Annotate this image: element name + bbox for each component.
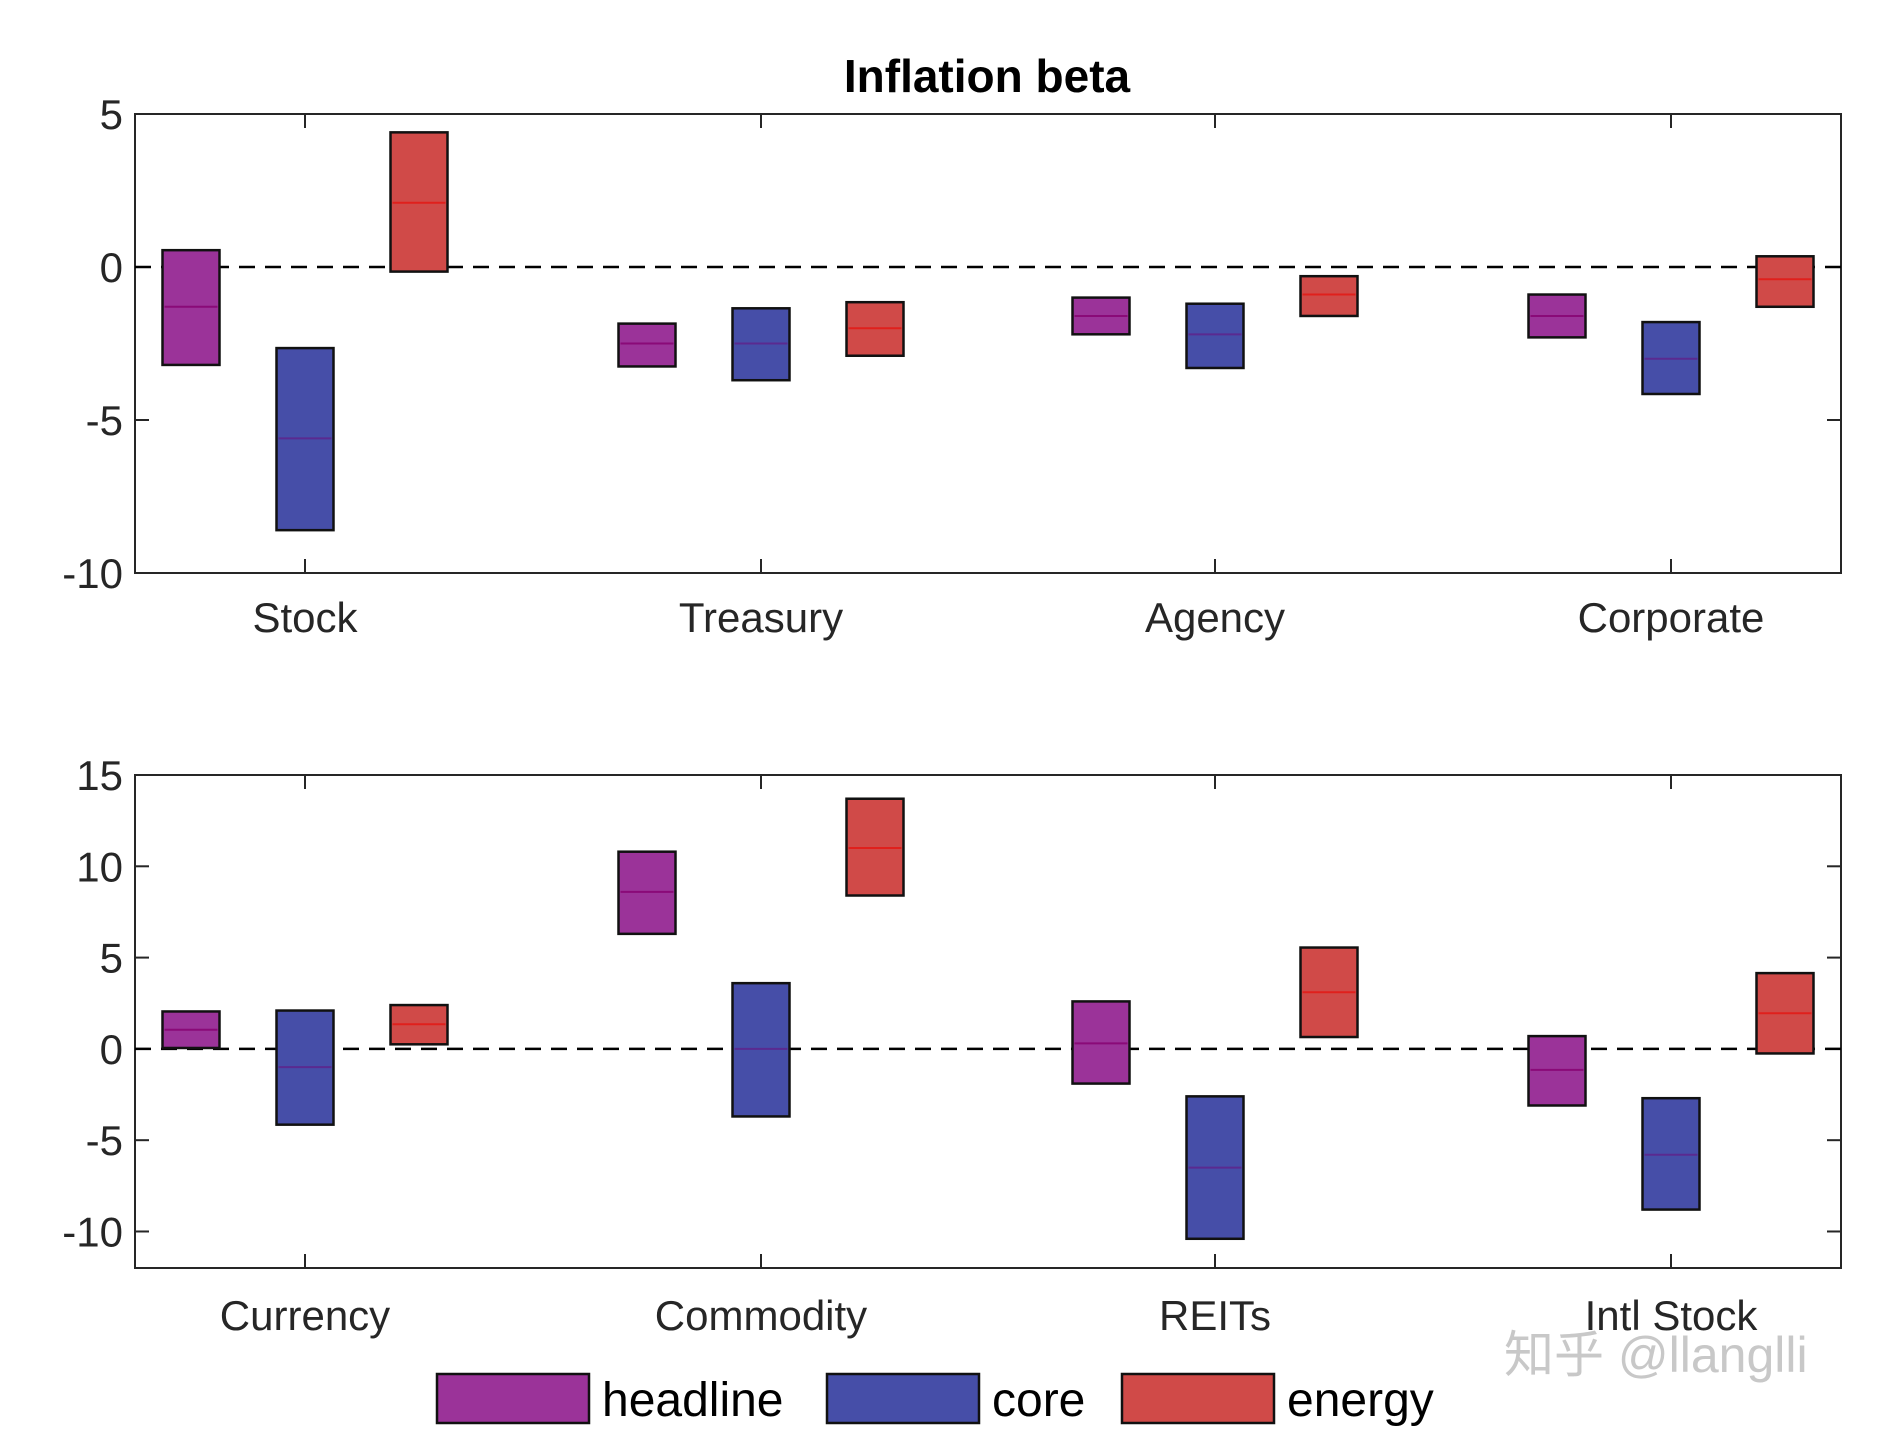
x-tick-label: Corporate: [1578, 594, 1765, 641]
core-bar: [1185, 302, 1245, 370]
watermark: 知乎 @llanglli: [1504, 1327, 1808, 1383]
panel-1: -10 -5 0 5 Stock Treasury Agency Corporate: [62, 91, 1842, 641]
x-tick-label: Agency: [1145, 594, 1285, 641]
axes-box: [134, 774, 1842, 1269]
legend-label-headline: headline: [602, 1374, 784, 1427]
legend-label-energy: energy: [1287, 1374, 1434, 1427]
chart-title: Inflation beta: [844, 50, 1131, 102]
y-tick-label: 0: [100, 244, 123, 291]
legend-swatch-headline: [435, 1372, 591, 1425]
y-tick-label: 5: [100, 91, 123, 138]
legend-swatch-energy: [1120, 1372, 1276, 1425]
x-tick-label: Stock: [252, 594, 358, 641]
y-tick-label: 5: [100, 935, 123, 982]
headline-bar: [617, 322, 677, 368]
y-tick-label: -5: [86, 1117, 123, 1164]
y-tick-label: 15: [76, 752, 123, 799]
energy-bar: [1755, 255, 1815, 309]
y-tick-label: -10: [62, 1208, 123, 1255]
y-tick-label: 10: [76, 843, 123, 890]
legend: headline core energy: [435, 1372, 1434, 1427]
x-tick-label: Treasury: [679, 594, 843, 641]
x-tick-label: Commodity: [655, 1292, 867, 1339]
panel-2: -10 -5 0 5 10 15 Currency Commodity REITs Intl St…: [62, 752, 1842, 1339]
axes-box: [134, 113, 1842, 574]
x-tick-label: Intl Stock: [1585, 1292, 1759, 1339]
energy-bar: [1299, 274, 1359, 318]
x-tick-label: Currency: [220, 1292, 390, 1339]
y-tick-label: -5: [86, 397, 123, 444]
y-tick-label: 0: [100, 1026, 123, 1073]
y-tick-label: -10: [62, 550, 123, 597]
x-tick-label: REITs: [1159, 1292, 1271, 1339]
legend-swatch-core: [825, 1372, 981, 1425]
legend-label-core: core: [992, 1374, 1085, 1427]
